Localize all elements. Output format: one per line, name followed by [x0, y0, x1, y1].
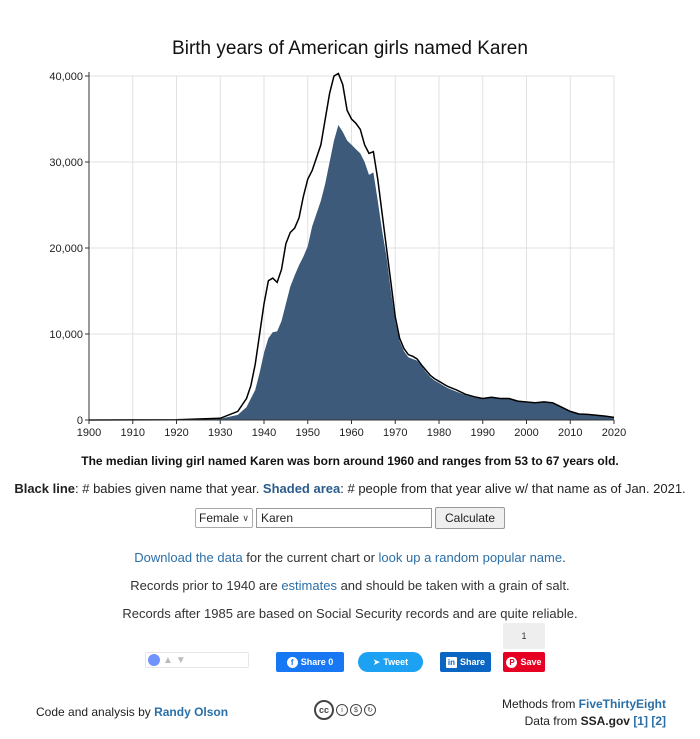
y-tick-label: 10,000 [49, 329, 83, 341]
download-line-end: . [562, 550, 566, 565]
x-tick-label: 2000 [514, 427, 538, 439]
credits-text: Code and analysis by [36, 705, 155, 719]
x-tick-label: 1900 [77, 427, 101, 439]
pinterest-icon: P [506, 656, 518, 668]
x-tick-label: 2010 [558, 427, 582, 439]
nc-icon: $ [350, 704, 362, 716]
download-line: Download the data for the current chart … [0, 550, 700, 565]
cc-icon: cc [314, 700, 334, 720]
x-tick-label: 1970 [383, 427, 407, 439]
x-tick-label: 1910 [121, 427, 145, 439]
twitter-bird-icon: ➤ [372, 656, 381, 667]
shaded-area-series [89, 125, 614, 421]
x-axis: 1900 1910 1920 1930 1940 1950 1960 1970 1980 1990… [77, 420, 626, 439]
shaded-area-label: Shaded area [262, 481, 341, 496]
x-tick-label: 1990 [471, 427, 495, 439]
by-icon: i [336, 704, 348, 716]
y-tick-label: 0 [77, 415, 83, 427]
estimates-link[interactable]: estimates [281, 578, 337, 593]
legend-explanation: Black line: # babies given name that yea… [0, 481, 700, 496]
facebook-share-label: Share 0 [300, 657, 334, 667]
x-tick-label: 1930 [208, 427, 232, 439]
data-line: Data from SSA.gov [1] [2] [502, 713, 666, 730]
shaded-area-text: : # people from that year alive w/ that … [340, 481, 686, 496]
median-summary: The median living girl named Karen was b… [81, 454, 619, 468]
y-tick-label: 30,000 [49, 157, 83, 169]
creative-commons-license[interactable]: cc i $ ↻ [314, 700, 376, 720]
black-line-series [88, 72, 615, 421]
facebook-share-button[interactable]: f Share 0 [276, 652, 344, 672]
pinterest-save-label: Save [520, 657, 542, 667]
download-data-link[interactable]: Download the data [134, 550, 243, 565]
y-tick-label: 40,000 [49, 71, 83, 83]
x-tick-label: 1960 [339, 427, 363, 439]
ref-1-link[interactable]: [1] [633, 714, 648, 728]
download-line-text: for the current chart or [242, 550, 379, 565]
black-line-text: : # babies given name that year. [75, 481, 263, 496]
reddit-icon[interactable] [148, 654, 160, 666]
author-link[interactable]: Randy Olson [154, 705, 229, 719]
sources: Methods from FiveThirtyEight Data from S… [502, 696, 666, 730]
data-text: Data from [524, 714, 581, 728]
calculate-button[interactable]: Calculate [434, 507, 506, 529]
tweet-label: Tweet [383, 657, 409, 667]
random-name-link[interactable]: look up a random popular name [378, 550, 563, 565]
x-tick-label: 1950 [296, 427, 320, 439]
chevron-down-icon: ∨ [242, 512, 249, 523]
sa-icon: ↻ [364, 704, 376, 716]
credits: Code and analysis by Randy Olson [36, 705, 228, 719]
after-records-line: Records after 1985 are based on Social S… [122, 606, 578, 621]
pinterest-count: 1 [503, 623, 545, 649]
pinterest-save-button[interactable]: P Save [503, 652, 545, 672]
prior-records-post: and should be taken with a grain of salt… [336, 578, 570, 593]
prior-records-pre: Records prior to 1940 are [130, 578, 282, 593]
name-input[interactable] [255, 508, 432, 528]
tweet-button[interactable]: ➤ Tweet [358, 652, 423, 672]
ref-2-link[interactable]: [2] [651, 714, 666, 728]
sex-select[interactable]: Female ∨ [194, 508, 253, 528]
linkedin-share-label: Share [459, 657, 485, 667]
upvote-icon[interactable]: ▲ [163, 654, 173, 666]
x-tick-label: 2020 [602, 427, 626, 439]
reddit-vote-widget[interactable]: ▲ ▼ [145, 652, 249, 668]
name-lookup-form: Female ∨ Calculate [0, 506, 700, 530]
y-axis: 0 10,000 20,000 30,000 40,000 [49, 71, 89, 427]
x-tick-label: 1920 [164, 427, 188, 439]
birth-years-chart: Birth years of American girls named Kare… [49, 38, 626, 439]
x-tick-label: 1980 [427, 427, 451, 439]
linkedin-icon: in [445, 656, 457, 668]
chart-title: Birth years of American girls named Kare… [172, 38, 528, 59]
fivethirtyeight-link[interactable]: FiveThirtyEight [578, 697, 666, 711]
x-tick-label: 1940 [252, 427, 276, 439]
methods-text: Methods from [501, 697, 579, 711]
sex-select-value: Female [198, 511, 239, 525]
downvote-icon[interactable]: ▼ [175, 654, 186, 666]
data-source: SSA.gov [580, 714, 630, 728]
prior-records-line: Records prior to 1940 are estimates and … [0, 578, 700, 593]
linkedin-share-button[interactable]: in Share [440, 652, 491, 672]
methods-line: Methods from FiveThirtyEight [502, 696, 666, 713]
facebook-icon: f [286, 656, 298, 668]
y-tick-label: 20,000 [49, 243, 83, 255]
black-line-label: Black line [14, 481, 76, 496]
